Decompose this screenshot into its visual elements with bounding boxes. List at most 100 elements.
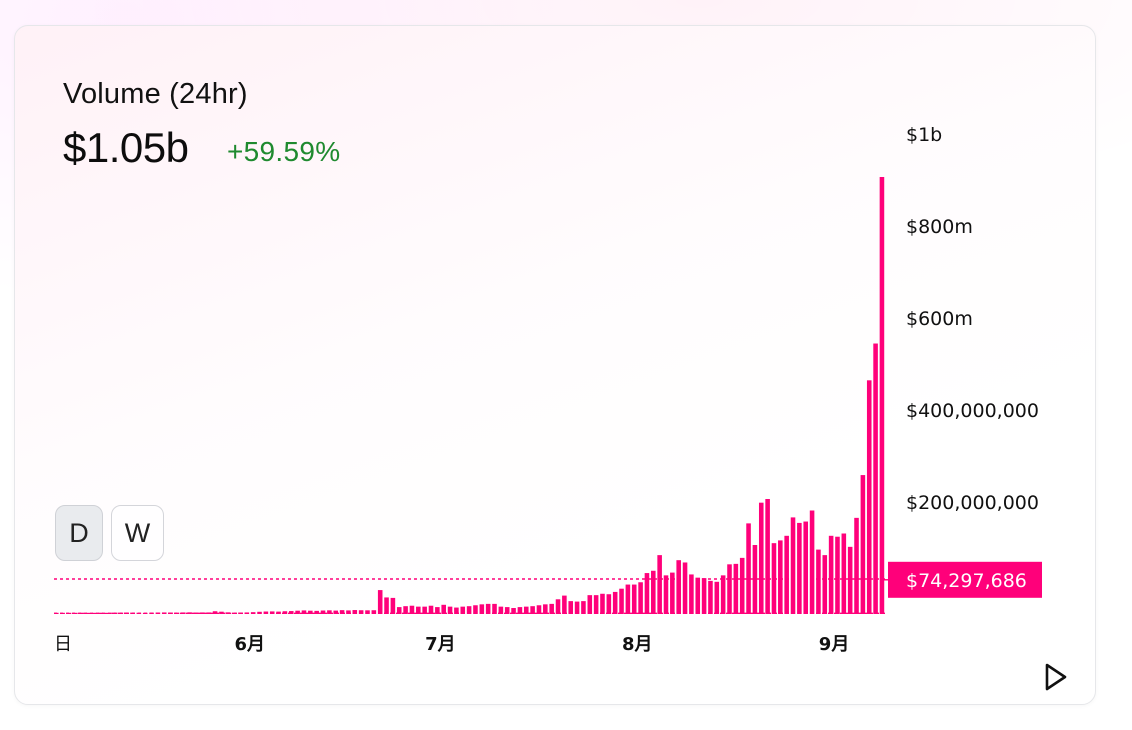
- volume-bar[interactable]: [92, 612, 97, 614]
- volume-bar[interactable]: [288, 611, 294, 614]
- volume-bar[interactable]: [733, 563, 739, 614]
- volume-bar[interactable]: [390, 597, 396, 614]
- volume-bar[interactable]: [860, 475, 866, 614]
- volume-bar[interactable]: [352, 610, 358, 614]
- volume-bar[interactable]: [682, 562, 688, 614]
- volume-bar[interactable]: [803, 521, 809, 614]
- volume-bar[interactable]: [409, 605, 415, 614]
- volume-bar[interactable]: [371, 610, 377, 614]
- volume-bar[interactable]: [466, 606, 472, 614]
- volume-bar[interactable]: [816, 549, 821, 614]
- volume-bar[interactable]: [365, 610, 370, 614]
- volume-bar[interactable]: [663, 575, 669, 614]
- volume-bar[interactable]: [498, 606, 504, 614]
- volume-bar[interactable]: [676, 560, 681, 614]
- volume-bar[interactable]: [746, 523, 751, 614]
- volume-bar[interactable]: [435, 607, 440, 614]
- play-icon[interactable]: [1043, 662, 1069, 692]
- volume-bar[interactable]: [327, 610, 332, 614]
- volume-bar[interactable]: [752, 545, 758, 614]
- volume-bar[interactable]: [384, 597, 389, 614]
- volume-bar[interactable]: [841, 533, 847, 615]
- volume-bar[interactable]: [428, 605, 434, 614]
- volume-bar[interactable]: [879, 177, 885, 614]
- volume-bar[interactable]: [339, 610, 345, 614]
- volume-bar[interactable]: [447, 606, 453, 614]
- volume-bar[interactable]: [301, 610, 307, 614]
- volume-bar[interactable]: [555, 599, 561, 614]
- volume-bar[interactable]: [631, 584, 637, 614]
- volume-bar[interactable]: [422, 606, 427, 614]
- volume-bar[interactable]: [695, 577, 701, 614]
- volume-bar[interactable]: [822, 555, 828, 614]
- volume-bar[interactable]: [416, 606, 421, 614]
- volume-bar[interactable]: [104, 612, 110, 614]
- volume-bar[interactable]: [790, 517, 796, 614]
- volume-bar[interactable]: [727, 564, 732, 614]
- volume-bar[interactable]: [784, 535, 789, 614]
- volume-bar[interactable]: [739, 557, 745, 614]
- volume-bar[interactable]: [98, 612, 104, 614]
- volume-bar[interactable]: [549, 603, 554, 614]
- volume-bar[interactable]: [504, 607, 510, 614]
- volume-bar[interactable]: [79, 612, 84, 614]
- volume-bar[interactable]: [651, 570, 656, 614]
- volume-bar[interactable]: [73, 612, 78, 614]
- volume-bar[interactable]: [619, 588, 624, 614]
- volume-bar[interactable]: [193, 612, 199, 614]
- volume-bar[interactable]: [308, 610, 313, 614]
- volume-bar[interactable]: [587, 595, 593, 614]
- volume-bar[interactable]: [403, 606, 408, 614]
- volume-bar[interactable]: [828, 535, 834, 614]
- volume-bar[interactable]: [396, 607, 402, 614]
- volume-bar[interactable]: [543, 604, 548, 614]
- volume-bar[interactable]: [346, 610, 351, 614]
- volume-bar[interactable]: [797, 522, 802, 614]
- volume-bar[interactable]: [593, 595, 599, 614]
- volume-bar[interactable]: [200, 612, 205, 614]
- volume-bar[interactable]: [377, 590, 383, 614]
- volume-bar[interactable]: [847, 546, 853, 614]
- volume-bar[interactable]: [530, 606, 535, 614]
- volume-bar[interactable]: [219, 611, 224, 614]
- volume-bar[interactable]: [670, 572, 675, 614]
- volume-bar[interactable]: [625, 584, 631, 614]
- volume-bar[interactable]: [492, 603, 497, 614]
- volume-bar[interactable]: [111, 612, 116, 614]
- volume-bar[interactable]: [568, 601, 574, 614]
- volume-bar[interactable]: [835, 536, 840, 614]
- volume-bar[interactable]: [358, 610, 364, 614]
- volume-bar[interactable]: [117, 612, 123, 614]
- volume-bar[interactable]: [333, 610, 339, 614]
- volume-bar[interactable]: [523, 606, 529, 614]
- volume-bar[interactable]: [206, 612, 211, 614]
- volume-bar[interactable]: [866, 380, 872, 614]
- volume-bar[interactable]: [225, 612, 231, 614]
- volume-bar[interactable]: [212, 611, 218, 614]
- volume-bar[interactable]: [714, 581, 720, 614]
- volume-bar[interactable]: [778, 540, 783, 614]
- timeframe-week-button[interactable]: W: [111, 505, 164, 561]
- volume-bar[interactable]: [441, 604, 446, 614]
- volume-bar[interactable]: [479, 604, 485, 614]
- volume-bar[interactable]: [85, 612, 91, 614]
- volume-bar[interactable]: [181, 612, 186, 614]
- volume-bar[interactable]: [708, 580, 713, 614]
- volume-bar[interactable]: [187, 612, 192, 614]
- volume-bar[interactable]: [771, 543, 777, 614]
- volume-bar[interactable]: [657, 555, 662, 614]
- volume-bar[interactable]: [612, 591, 618, 614]
- volume-bar[interactable]: [320, 610, 326, 615]
- volume-bar[interactable]: [720, 575, 726, 614]
- volume-bar[interactable]: [454, 607, 459, 614]
- volume-bar[interactable]: [460, 606, 466, 614]
- volume-bar[interactable]: [701, 578, 707, 614]
- volume-bar[interactable]: [600, 593, 605, 614]
- timeframe-day-button[interactable]: D: [55, 505, 103, 561]
- volume-bar[interactable]: [765, 499, 770, 614]
- volume-bar[interactable]: [517, 607, 523, 614]
- volume-bar[interactable]: [854, 517, 859, 614]
- volume-bar[interactable]: [473, 605, 478, 614]
- volume-bar[interactable]: [536, 605, 542, 614]
- volume-bar[interactable]: [638, 582, 643, 614]
